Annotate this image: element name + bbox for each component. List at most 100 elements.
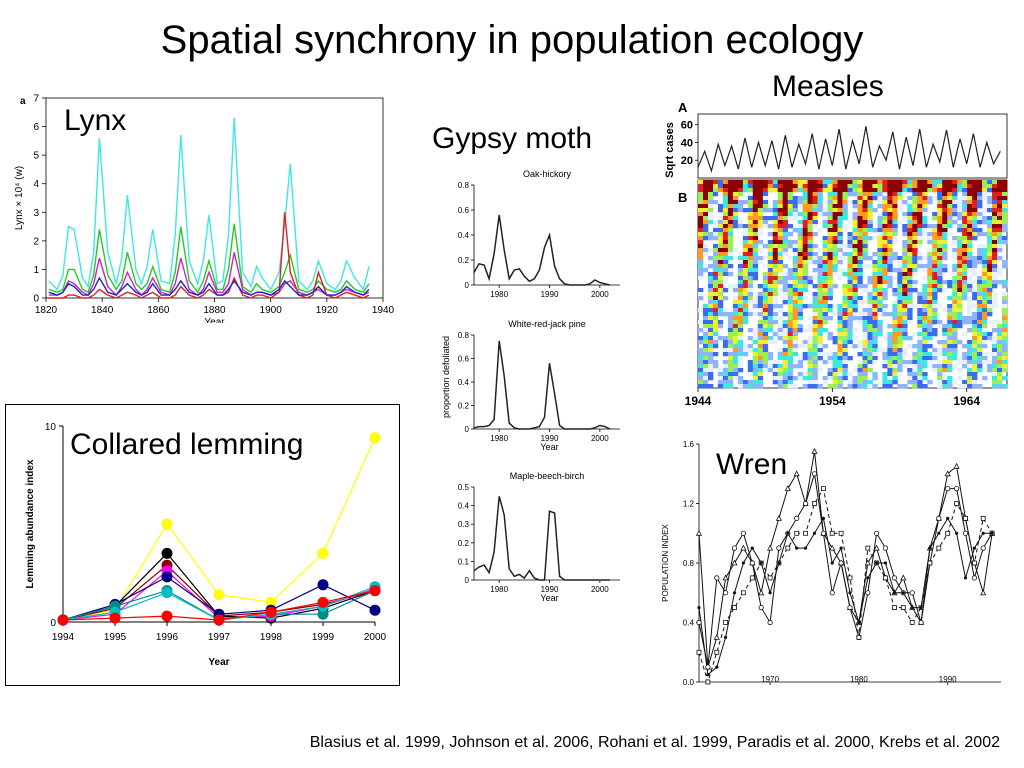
heatmap-cell [942, 352, 948, 357]
heatmap-cell [772, 208, 779, 213]
heatmap-cell [902, 296, 908, 301]
heatmap-cell [872, 272, 878, 277]
heatmap-cell [762, 360, 769, 365]
heatmap-cell [867, 276, 873, 281]
heatmap-cell [907, 344, 913, 349]
heatmap-cell [747, 364, 754, 369]
moth-ytick-label: 0.8 [458, 181, 470, 190]
heatmap-cell [922, 212, 928, 217]
heatmap-cell [992, 180, 998, 185]
heatmap-cell [862, 348, 868, 353]
heatmap-cell [922, 224, 928, 229]
heatmap-cell [982, 352, 988, 357]
heatmap-cell [782, 332, 788, 337]
heatmap-cell [847, 296, 853, 301]
heatmap-cell [822, 284, 828, 289]
heatmap-cell [947, 360, 953, 365]
heatmap-cell [922, 192, 928, 197]
heatmap-cell [777, 276, 783, 281]
heatmap-cell [937, 348, 943, 353]
heatmap-cell [842, 324, 848, 329]
wren-point [936, 545, 942, 551]
heatmap-cell [977, 196, 983, 201]
heatmap-cell [812, 256, 818, 261]
heatmap-cell [932, 364, 938, 369]
lemming-point [317, 547, 329, 559]
heatmap-cell [727, 272, 734, 277]
heatmap-cell [767, 316, 774, 321]
heatmap-cell [817, 228, 823, 233]
heatmap-cell [872, 276, 878, 281]
heatmap-cell [757, 312, 764, 317]
heatmap-cell [917, 308, 923, 313]
heatmap-cell [852, 284, 858, 289]
heatmap-cell [867, 192, 873, 197]
heatmap-cell [698, 364, 704, 369]
heatmap-cell [922, 352, 928, 357]
heatmap-cell [882, 228, 888, 233]
heatmap-cell [817, 320, 823, 325]
wren-point [830, 561, 834, 565]
heatmap-cell [962, 184, 968, 189]
heatmap-cell [822, 352, 828, 357]
moth-ytick-label: 0.2 [458, 256, 470, 265]
heatmap-cell [717, 320, 724, 325]
heatmap-cell [937, 368, 943, 373]
heatmap-cell [747, 372, 754, 377]
heatmap-cell [982, 360, 988, 365]
heatmap-cell [862, 316, 868, 321]
heatmap-cell [817, 180, 823, 185]
heatmap-cell [832, 200, 838, 205]
heatmap-cell [732, 192, 739, 197]
lemming-point [161, 547, 173, 559]
heatmap-cell [957, 236, 963, 241]
wren-point [892, 591, 896, 595]
heatmap-cell [772, 260, 779, 265]
heatmap-cell [737, 368, 744, 373]
heatmap-cell [797, 372, 803, 377]
heatmap-cell [912, 184, 918, 189]
heatmap-cell [722, 360, 729, 365]
heatmap-cell [1002, 224, 1008, 229]
heatmap-cell [947, 328, 953, 333]
heatmap-cell [787, 288, 793, 293]
heatmap-cell [817, 248, 823, 253]
heatmap-cell [767, 232, 774, 237]
heatmap-cell [787, 192, 793, 197]
heatmap-cell [897, 320, 903, 325]
heatmap-cell [952, 328, 958, 333]
heatmap-cell [877, 252, 883, 257]
heatmap-cell [1002, 348, 1008, 353]
heatmap-cell [708, 264, 714, 269]
heatmap-cell [727, 372, 734, 377]
heatmap-cell [772, 364, 779, 369]
heatmap-cell [967, 368, 973, 373]
heatmap-cell [882, 184, 888, 189]
wren-point [804, 546, 808, 550]
wren-point [740, 530, 747, 536]
heatmap-cell [862, 356, 868, 361]
heatmap-cell [782, 368, 788, 373]
heatmap-cell [832, 272, 838, 277]
wren-point [847, 605, 853, 611]
heatmap-cell [982, 304, 988, 309]
heatmap-cell [917, 356, 923, 361]
heatmap-cell [962, 188, 968, 193]
heatmap-cell [777, 204, 783, 209]
heatmap-cell [987, 180, 993, 185]
heatmap-cell [982, 288, 988, 293]
heatmap-cell [972, 208, 978, 213]
heatmap-cell [867, 340, 873, 345]
heatmap-cell [698, 272, 704, 277]
heatmap-cell [972, 216, 978, 221]
heatmap-cell [952, 324, 958, 329]
wren-ytick-label: 0.8 [683, 559, 695, 568]
heatmap-cell [922, 188, 928, 193]
heatmap-cell [902, 248, 908, 253]
heatmap-cell [932, 332, 938, 337]
heatmap-cell [862, 324, 868, 329]
heatmap-cell [737, 256, 744, 261]
heatmap-cell [782, 320, 788, 325]
heatmap-cell [742, 348, 749, 353]
heatmap-cell [817, 344, 823, 349]
